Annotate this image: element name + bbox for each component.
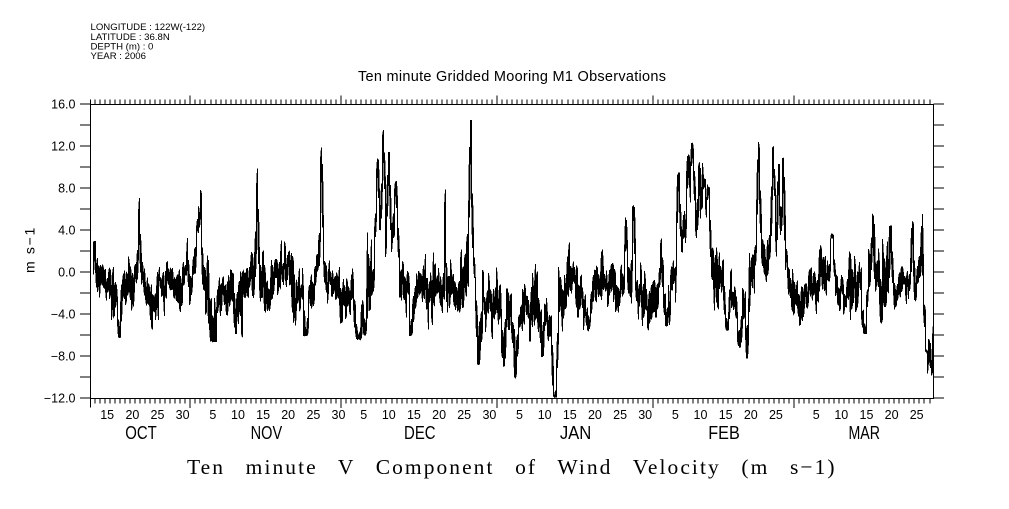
svg-text:Ten minute Gridded Mooring M1: Ten minute Gridded Mooring M1 Observatio… [358, 69, 666, 85]
svg-text:25: 25 [457, 408, 471, 422]
svg-text:−4.0: −4.0 [51, 307, 76, 321]
svg-text:10: 10 [694, 408, 708, 422]
svg-text:FEB: FEB [708, 422, 740, 443]
svg-text:30: 30 [482, 408, 496, 422]
svg-text:15: 15 [563, 408, 577, 422]
svg-text:5: 5 [209, 408, 216, 422]
svg-text:20: 20 [281, 408, 295, 422]
svg-text:20: 20 [744, 408, 758, 422]
svg-text:20: 20 [885, 408, 899, 422]
svg-text:MAR: MAR [848, 422, 880, 443]
svg-text:30: 30 [638, 408, 652, 422]
svg-text:25: 25 [151, 408, 165, 422]
svg-text:5: 5 [516, 408, 523, 422]
svg-text:0.0: 0.0 [58, 265, 75, 279]
svg-text:25: 25 [613, 408, 627, 422]
svg-text:Ten minute V Component of Wind: Ten minute V Component of Wind Velocity … [187, 455, 837, 479]
svg-text:20: 20 [588, 408, 602, 422]
svg-text:25: 25 [769, 408, 783, 422]
svg-text:10: 10 [538, 408, 552, 422]
svg-text:10: 10 [231, 408, 245, 422]
svg-text:8.0: 8.0 [58, 181, 75, 195]
svg-text:NOV: NOV [251, 422, 283, 443]
svg-text:15: 15 [100, 408, 114, 422]
svg-text:25: 25 [910, 408, 924, 422]
svg-text:4.0: 4.0 [58, 223, 75, 237]
svg-text:10: 10 [382, 408, 396, 422]
svg-text:5: 5 [360, 408, 367, 422]
svg-text:−8.0: −8.0 [51, 349, 76, 363]
svg-text:OCT: OCT [125, 422, 157, 443]
svg-text:YEAR : 2006: YEAR : 2006 [91, 51, 146, 62]
svg-text:30: 30 [332, 408, 346, 422]
svg-text:5: 5 [813, 408, 820, 422]
svg-text:m s−1: m s−1 [22, 226, 38, 273]
svg-text:15: 15 [860, 408, 874, 422]
svg-text:16.0: 16.0 [51, 97, 75, 111]
svg-text:10: 10 [834, 408, 848, 422]
svg-text:20: 20 [125, 408, 139, 422]
svg-text:DEC: DEC [404, 422, 436, 443]
svg-text:LONGITUDE : 122W(-122): LONGITUDE : 122W(-122) [91, 22, 206, 33]
svg-text:DEPTH (m) : 0: DEPTH (m) : 0 [91, 41, 154, 52]
svg-text:30: 30 [176, 408, 190, 422]
svg-text:20: 20 [432, 408, 446, 422]
svg-text:15: 15 [407, 408, 421, 422]
svg-text:JAN: JAN [560, 422, 592, 443]
svg-text:25: 25 [306, 408, 320, 422]
svg-text:5: 5 [672, 408, 679, 422]
svg-text:LATITUDE : 36.8N: LATITUDE : 36.8N [91, 32, 170, 43]
svg-text:−12.0: −12.0 [44, 391, 76, 405]
svg-text:15: 15 [719, 408, 733, 422]
svg-text:15: 15 [256, 408, 270, 422]
svg-text:12.0: 12.0 [51, 139, 75, 153]
